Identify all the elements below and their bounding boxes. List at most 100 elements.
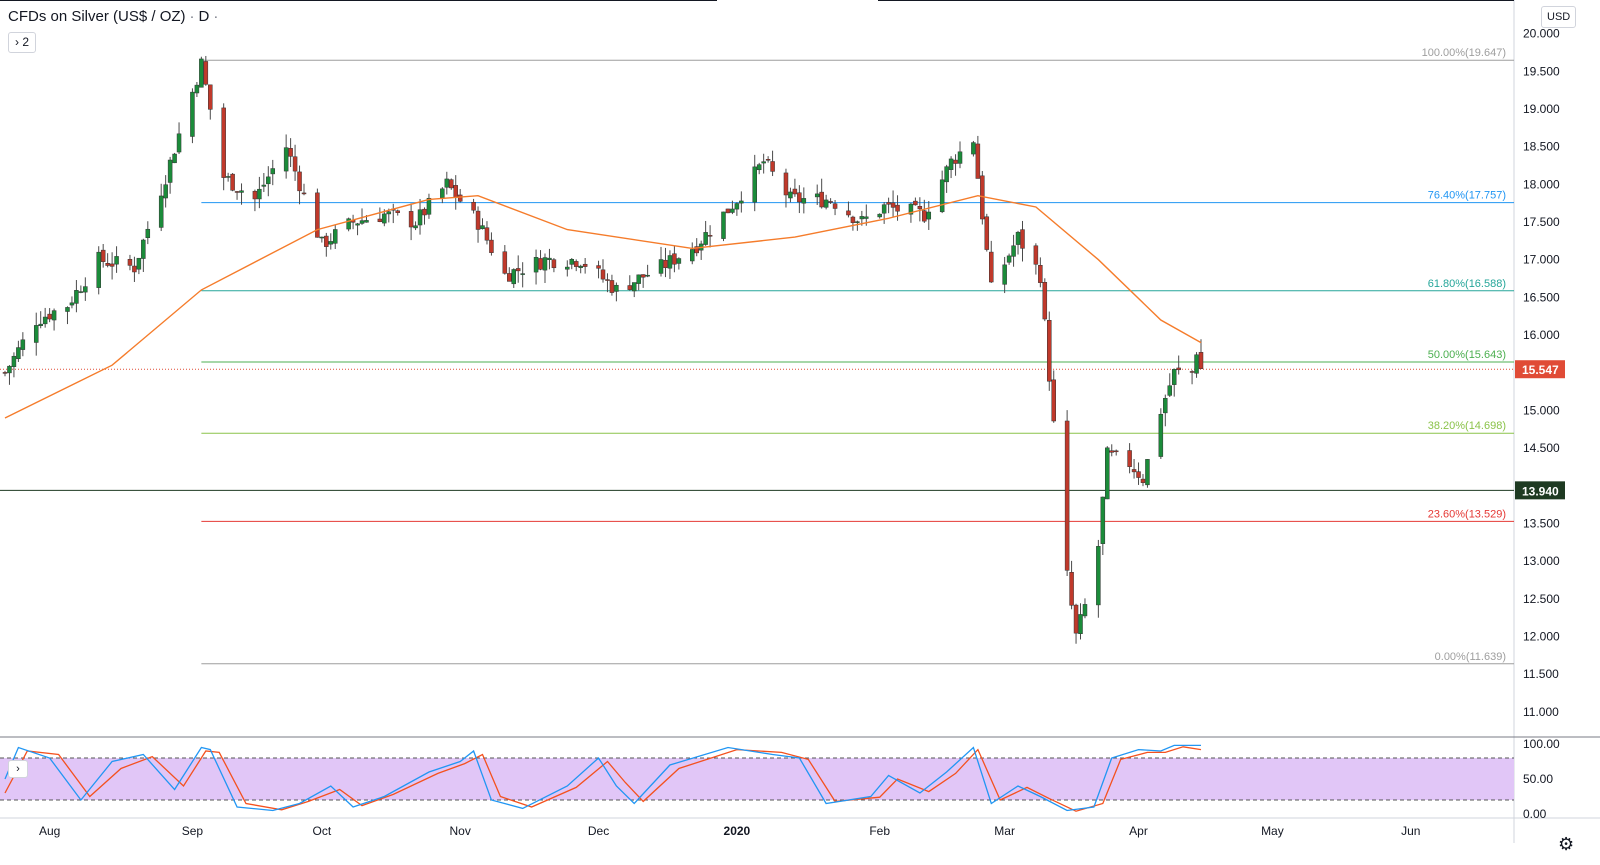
candle-body: [69, 302, 75, 306]
y-tick-label: 16.000: [1523, 328, 1560, 342]
candle-body: [145, 228, 151, 238]
candle-body: [721, 211, 726, 239]
candle-body: [328, 241, 334, 245]
candle-body: [690, 249, 695, 262]
candle-body: [1096, 546, 1101, 606]
y-tick-label: 11.000: [1523, 705, 1559, 719]
candle-body: [694, 246, 699, 254]
candle-body: [51, 310, 57, 321]
stochastic-tick-label: 50.00: [1523, 772, 1553, 786]
candle-body: [1051, 379, 1056, 422]
candle-body: [2, 372, 8, 374]
y-tick-label: 11.500: [1523, 667, 1559, 681]
candle-body: [890, 202, 896, 208]
candle-body: [542, 257, 548, 271]
candle-body: [502, 251, 508, 274]
x-tick-label: Dec: [588, 824, 609, 838]
x-tick-label: Nov: [450, 824, 471, 838]
candle-body: [917, 205, 923, 210]
candle-body: [132, 265, 137, 273]
candle-body: [105, 263, 110, 266]
candle-body: [16, 347, 21, 360]
collapse-indicators-button[interactable]: › 2: [8, 32, 37, 53]
candle-body: [301, 192, 307, 195]
candle-body: [266, 176, 271, 185]
moving-average-line: [4, 194, 1202, 419]
candle-body: [33, 325, 39, 343]
candle-body: [440, 188, 445, 199]
candle-body: [703, 232, 708, 245]
candle-body: [984, 216, 990, 250]
candle-body: [645, 274, 650, 277]
candle-body: [944, 166, 949, 183]
fibonacci-level-label: 61.80%(16.588): [1428, 278, 1506, 290]
candle-body: [792, 188, 798, 195]
fibonacci-level-label: 50.00%(15.643): [1428, 349, 1506, 361]
candle-body: [725, 208, 731, 214]
candle-body: [480, 225, 485, 230]
candle-body: [734, 203, 740, 210]
candle-body: [324, 235, 329, 247]
candle-body: [864, 216, 869, 219]
candle-body: [507, 273, 512, 282]
candle-body: [422, 208, 427, 216]
fibonacci-level-label: 100.00%(19.647): [1422, 47, 1506, 59]
candle-body: [78, 291, 84, 293]
candle-body: [1198, 352, 1204, 370]
candle-body: [74, 290, 79, 304]
candle-body: [475, 210, 481, 230]
candle-body: [359, 220, 365, 224]
last-price-value: 15.547: [1522, 363, 1559, 377]
candle-body: [565, 266, 570, 270]
x-tick-label: Aug: [39, 824, 60, 838]
x-tick-label: 2020: [724, 824, 751, 838]
candle-body: [663, 259, 668, 268]
candle-body: [127, 259, 133, 266]
candle-body: [765, 159, 771, 161]
candle-body: [627, 285, 633, 290]
candle-body: [948, 158, 954, 170]
candle-body: [444, 178, 450, 188]
candle-body: [752, 166, 757, 203]
candle-body: [167, 159, 173, 183]
candle-body: [895, 204, 900, 212]
candle-body: [1069, 572, 1074, 606]
stochastic-d-line: [4, 746, 1202, 812]
candle-body: [578, 265, 583, 268]
symbol-title[interactable]: CFDs on Silver (US$ / OZ) · D ·: [8, 8, 222, 25]
gear-icon[interactable]: ⚙: [1558, 834, 1575, 854]
candle-body: [511, 269, 516, 285]
y-tick-label: 17.500: [1523, 215, 1560, 229]
candle-body: [208, 84, 213, 110]
stochastic-collapse-button[interactable]: ›: [8, 760, 28, 778]
candle-body: [975, 143, 981, 179]
candle-body: [158, 195, 164, 228]
candle-body: [538, 258, 543, 270]
currency-button[interactable]: USD: [1541, 6, 1577, 28]
candle-body: [163, 184, 168, 199]
stochastic-tick-label: 0.00: [1523, 807, 1547, 821]
candle-body: [600, 269, 606, 280]
candle-body: [100, 249, 106, 262]
candle-body: [1171, 369, 1177, 385]
candle-body: [319, 236, 325, 239]
candle-body: [908, 203, 914, 215]
candle-body: [332, 229, 338, 244]
candle-body: [761, 161, 766, 164]
candle-body: [1194, 354, 1199, 374]
chevron-right-icon: ›: [15, 35, 19, 49]
candle-body: [672, 253, 677, 265]
candle-body: [194, 84, 200, 94]
candle-body: [239, 190, 244, 193]
candle-body: [457, 194, 463, 202]
candle-body: [855, 221, 860, 223]
candle-body: [636, 274, 641, 284]
candle-body: [1100, 496, 1106, 544]
candle-body: [582, 263, 588, 267]
candle-body: [1078, 614, 1083, 634]
candle-body: [426, 197, 432, 215]
y-tick-label: 19.500: [1523, 64, 1560, 78]
candle-body: [297, 171, 302, 192]
